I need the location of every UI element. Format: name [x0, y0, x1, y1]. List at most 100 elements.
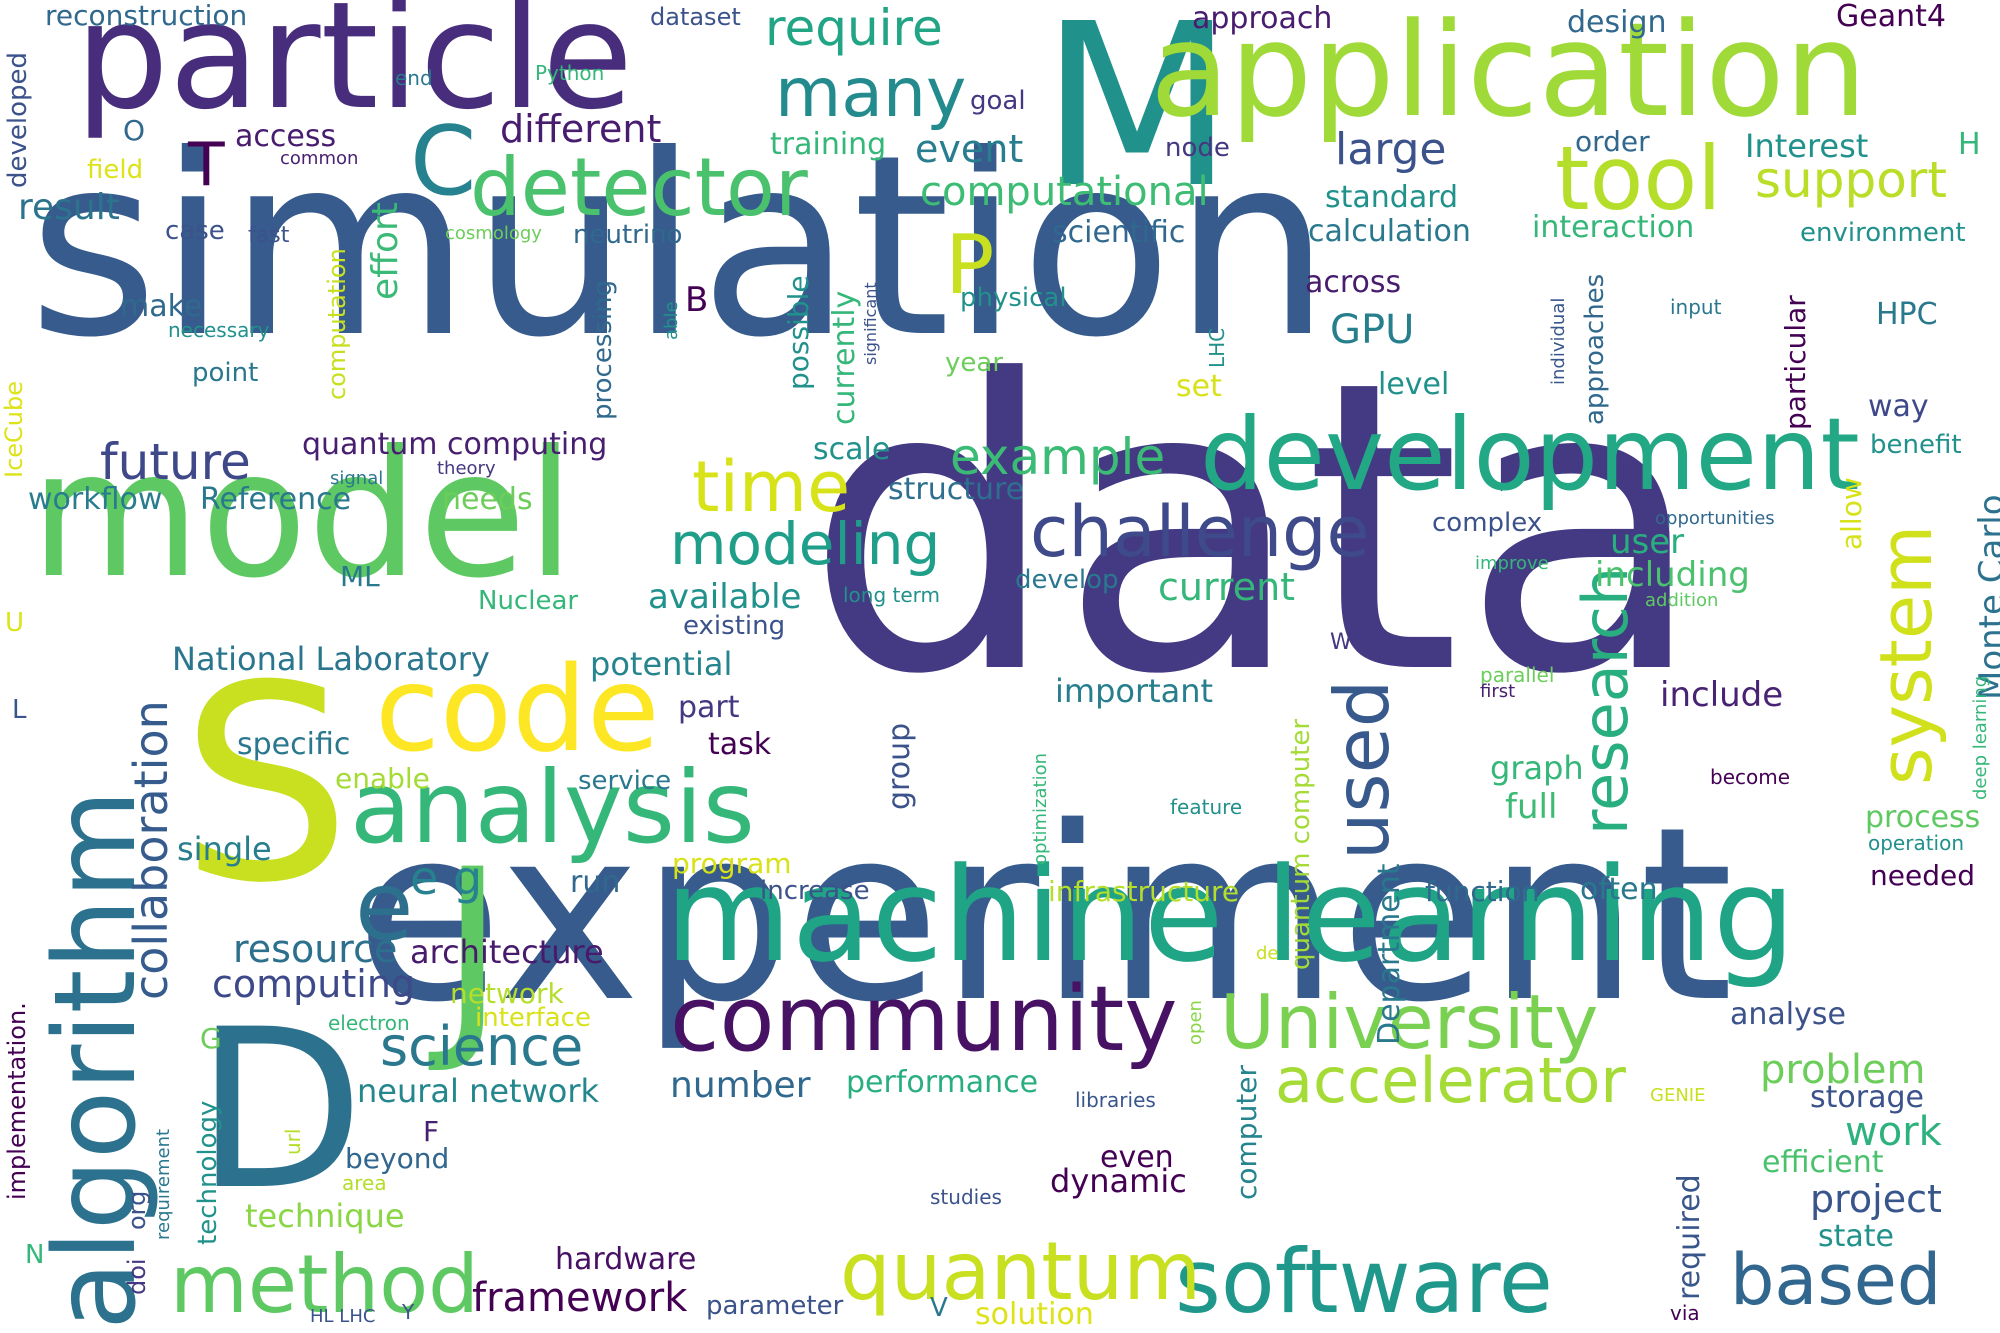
word-enable: enable: [335, 762, 430, 795]
word-long-term: long term: [843, 583, 941, 607]
word-current: current: [1158, 565, 1296, 609]
word-University: University: [1220, 978, 1599, 1066]
word-Interest: Interest: [1745, 127, 1869, 165]
word-science: science: [380, 1015, 584, 1078]
word-W: W: [1330, 630, 1352, 655]
word-way: way: [1868, 389, 1929, 424]
word-operation: operation: [1868, 831, 1965, 855]
word-input: input: [1670, 295, 1722, 319]
word-U: U: [5, 608, 25, 638]
word-computational: computational: [920, 169, 1209, 215]
word-often: often: [1580, 872, 1658, 907]
word-large: large: [1335, 124, 1447, 175]
word-common: common: [280, 148, 359, 169]
word-case: case: [165, 216, 225, 246]
word-detector: detector: [470, 141, 808, 234]
word-community: community: [670, 967, 1178, 1072]
word-support: support: [1755, 151, 1947, 209]
word-L: L: [12, 695, 27, 725]
word-particle: particle: [75, 0, 634, 142]
word-specific: specific: [237, 727, 351, 762]
word-technique: technique: [245, 1197, 405, 1235]
word-T: T: [188, 130, 225, 200]
word-N: N: [25, 1240, 45, 1270]
word-interface: interface: [475, 1003, 591, 1033]
word-data: data: [805, 297, 1706, 762]
word-research: research: [1569, 566, 1642, 835]
word-event: event: [915, 127, 1024, 171]
word-increase: increase: [760, 876, 870, 906]
word-require: require: [765, 0, 943, 57]
word-allow: allow: [1835, 477, 1868, 550]
word-run: run: [570, 865, 621, 900]
word-across: across: [1305, 265, 1402, 300]
word-time: time: [692, 446, 851, 528]
word-effort: effort: [365, 202, 406, 300]
word-dynamic: dynamic: [1050, 1162, 1187, 1200]
word-system: system: [1864, 524, 1948, 785]
word-B: B: [685, 280, 709, 320]
word-neutrino: neutrino: [573, 220, 683, 250]
word-required: required: [1672, 1174, 1707, 1300]
word-individual: individual: [1548, 297, 1569, 385]
word-including: including: [1595, 555, 1750, 595]
word-H: H: [1958, 127, 1981, 162]
word-performance: performance: [846, 1065, 1039, 1100]
word-challenge: challenge: [1030, 491, 1370, 573]
word-quantum-computing: quantum computing: [302, 427, 608, 462]
word-studies: studies: [930, 1185, 1002, 1209]
word-resource: resource: [233, 927, 398, 971]
word-workflow: workflow: [28, 482, 163, 517]
word-physical: physical: [960, 283, 1067, 313]
word-storage: storage: [1810, 1080, 1924, 1115]
word-improve: improve: [1475, 553, 1549, 574]
word-complex: complex: [1432, 508, 1543, 538]
word-future: future: [100, 433, 251, 491]
word-HPC: HPC: [1876, 297, 1938, 332]
word-computer: computer: [1230, 1064, 1263, 1200]
word-many: many: [775, 54, 967, 133]
word-IceCube: IceCube: [0, 380, 28, 478]
word-de: de: [1256, 943, 1279, 964]
word-function: function: [1425, 875, 1540, 908]
word-program: program: [672, 847, 792, 880]
word-method: method: [170, 1238, 479, 1331]
word-model: model: [30, 414, 575, 617]
word-infrastructure: infrastructure: [1048, 875, 1240, 908]
word-GENIE: GENIE: [1650, 1085, 1706, 1106]
word-HL-LHC: HL LHC: [310, 1306, 376, 1327]
word-state: state: [1818, 1219, 1894, 1254]
word-area: area: [342, 1171, 387, 1195]
word-task: task: [708, 727, 772, 762]
word-Y: Y: [402, 1300, 415, 1324]
word-goal: goal: [970, 86, 1026, 116]
word-able: able: [661, 301, 682, 340]
word-V: V: [930, 1293, 948, 1323]
word-machine-learning: machine learning: [665, 839, 1796, 991]
word-computing: computing: [212, 962, 416, 1006]
word-implementation: implementation.: [3, 1002, 31, 1200]
word-National-Laboratory: National Laboratory: [172, 640, 490, 678]
word-process: process: [1865, 800, 1981, 835]
word-graph: graph: [1490, 749, 1584, 787]
word-neural-network: neural network: [357, 1072, 600, 1110]
word-needed: needed: [1870, 859, 1975, 892]
word-interaction: interaction: [1532, 210, 1695, 245]
word-include: include: [1660, 675, 1784, 715]
word-different: different: [500, 107, 662, 151]
word-M: M: [1040, 0, 1235, 238]
word-Monte-Carlo: Monte Carlo: [1972, 494, 2000, 700]
word-processing: processing: [588, 279, 618, 420]
word-possible: possible: [782, 275, 815, 390]
word-LHC: LHC: [1205, 327, 1229, 368]
word-framework: framework: [472, 1275, 688, 1321]
word-GPU: GPU: [1330, 307, 1415, 353]
word-Python: Python: [535, 61, 605, 85]
word-feature: feature: [1170, 795, 1243, 819]
word-number: number: [670, 1065, 811, 1106]
word-development: development: [1200, 396, 1860, 513]
word-cosmology: cosmology: [445, 223, 542, 244]
word-D: D: [195, 982, 365, 1238]
word-point: point: [192, 358, 259, 388]
word-signal: signal: [330, 468, 384, 489]
